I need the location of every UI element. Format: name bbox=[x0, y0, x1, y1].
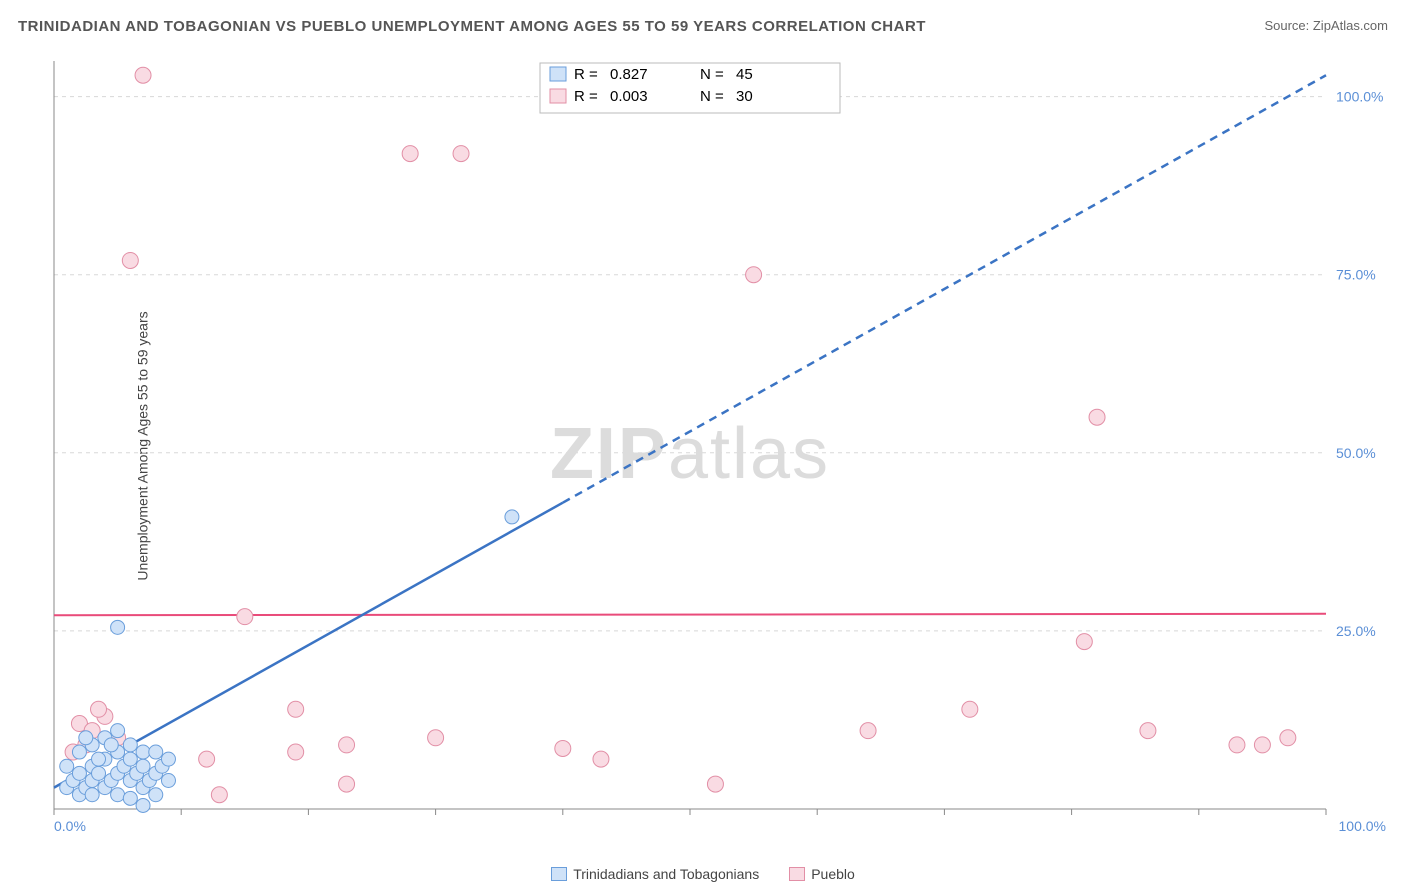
scatter-point-tt bbox=[123, 752, 137, 766]
scatter-point-pueblo bbox=[122, 252, 138, 268]
scatter-point-pueblo bbox=[402, 146, 418, 162]
chart-title: TRINIDADIAN AND TOBAGONIAN VS PUEBLO UNE… bbox=[18, 18, 926, 35]
corr-R-value-pueblo: 0.003 bbox=[610, 88, 648, 105]
x-tick-label: 0.0% bbox=[54, 818, 86, 834]
scatter-point-tt bbox=[92, 752, 106, 766]
y-tick-label: 100.0% bbox=[1336, 89, 1383, 105]
scatter-point-tt bbox=[111, 788, 125, 802]
y-tick-label: 75.0% bbox=[1336, 267, 1376, 283]
scatter-point-pueblo bbox=[1140, 723, 1156, 739]
scatter-point-tt bbox=[72, 766, 86, 780]
scatter-point-pueblo bbox=[288, 744, 304, 760]
scatter-point-tt bbox=[111, 620, 125, 634]
corr-N-value-pueblo: 30 bbox=[736, 88, 753, 105]
source-prefix: Source: bbox=[1264, 18, 1312, 33]
scatter-point-tt bbox=[505, 510, 519, 524]
series-legend: Trinidadians and Tobagonians Pueblo bbox=[0, 866, 1406, 882]
plot-area: 25.0% 50.0% 75.0% 100.0% ZIPatlas 0.0% 100.0% R… bbox=[40, 55, 1396, 837]
y-tick-label: 50.0% bbox=[1336, 445, 1376, 461]
scatter-point-tt bbox=[72, 745, 86, 759]
legend-swatch-pueblo bbox=[789, 867, 805, 881]
scatter-point-pueblo bbox=[211, 787, 227, 803]
scatter-point-tt bbox=[123, 738, 137, 752]
scatter-point-tt bbox=[92, 766, 106, 780]
scatter-point-pueblo bbox=[199, 751, 215, 767]
legend-label-tt: Trinidadians and Tobagonians bbox=[573, 866, 759, 882]
corr-swatch-pueblo bbox=[550, 89, 566, 103]
legend-item-pueblo: Pueblo bbox=[789, 866, 855, 882]
watermark: ZIPatlas bbox=[550, 414, 830, 494]
scatter-point-pueblo bbox=[339, 776, 355, 792]
scatter-point-tt bbox=[149, 788, 163, 802]
scatter-point-tt bbox=[123, 791, 137, 805]
scatter-point-pueblo bbox=[339, 737, 355, 753]
scatter-point-pueblo bbox=[860, 723, 876, 739]
scatter-point-pueblo bbox=[962, 701, 978, 717]
scatter-point-pueblo bbox=[135, 67, 151, 83]
scatter-point-tt bbox=[136, 798, 150, 812]
scatter-point-tt bbox=[136, 759, 150, 773]
y-tick-label: 25.0% bbox=[1336, 623, 1376, 639]
scatter-point-pueblo bbox=[1280, 730, 1296, 746]
legend-item-tt: Trinidadians and Tobagonians bbox=[551, 866, 759, 882]
scatter-chart: 25.0% 50.0% 75.0% 100.0% ZIPatlas 0.0% 100.0% R… bbox=[40, 55, 1396, 837]
scatter-point-pueblo bbox=[288, 701, 304, 717]
source-attribution: Source: ZipAtlas.com bbox=[1264, 18, 1388, 33]
corr-R-label-tt: R = bbox=[574, 66, 598, 83]
corr-swatch-tt bbox=[550, 67, 566, 81]
scatter-point-pueblo bbox=[746, 267, 762, 283]
scatter-point-tt bbox=[136, 745, 150, 759]
scatter-point-tt bbox=[161, 774, 175, 788]
scatter-point-tt bbox=[79, 731, 93, 745]
trendline-tt-dashed bbox=[563, 75, 1326, 502]
scatter-point-pueblo bbox=[237, 609, 253, 625]
legend-label-pueblo: Pueblo bbox=[811, 866, 855, 882]
corr-R-value-tt: 0.827 bbox=[610, 66, 648, 83]
scatter-point-pueblo bbox=[1076, 634, 1092, 650]
scatter-point-pueblo bbox=[1089, 409, 1105, 425]
scatter-point-tt bbox=[104, 738, 118, 752]
corr-R-label-pueblo: R = bbox=[574, 88, 598, 105]
scatter-point-pueblo bbox=[555, 740, 571, 756]
scatter-point-pueblo bbox=[453, 146, 469, 162]
legend-swatch-tt bbox=[551, 867, 567, 881]
scatter-point-tt bbox=[111, 724, 125, 738]
scatter-point-pueblo bbox=[91, 701, 107, 717]
scatter-point-pueblo bbox=[1254, 737, 1270, 753]
x-tick-label: 100.0% bbox=[1339, 818, 1386, 834]
corr-N-label-pueblo: N = bbox=[700, 88, 724, 105]
scatter-point-tt bbox=[149, 745, 163, 759]
scatter-point-pueblo bbox=[707, 776, 723, 792]
scatter-point-tt bbox=[161, 752, 175, 766]
source-name: ZipAtlas.com bbox=[1313, 18, 1388, 33]
scatter-point-pueblo bbox=[1229, 737, 1245, 753]
corr-N-value-tt: 45 bbox=[736, 66, 753, 83]
scatter-point-pueblo bbox=[428, 730, 444, 746]
corr-N-label-tt: N = bbox=[700, 66, 724, 83]
scatter-point-pueblo bbox=[593, 751, 609, 767]
scatter-point-tt bbox=[85, 788, 99, 802]
scatter-point-tt bbox=[60, 759, 74, 773]
